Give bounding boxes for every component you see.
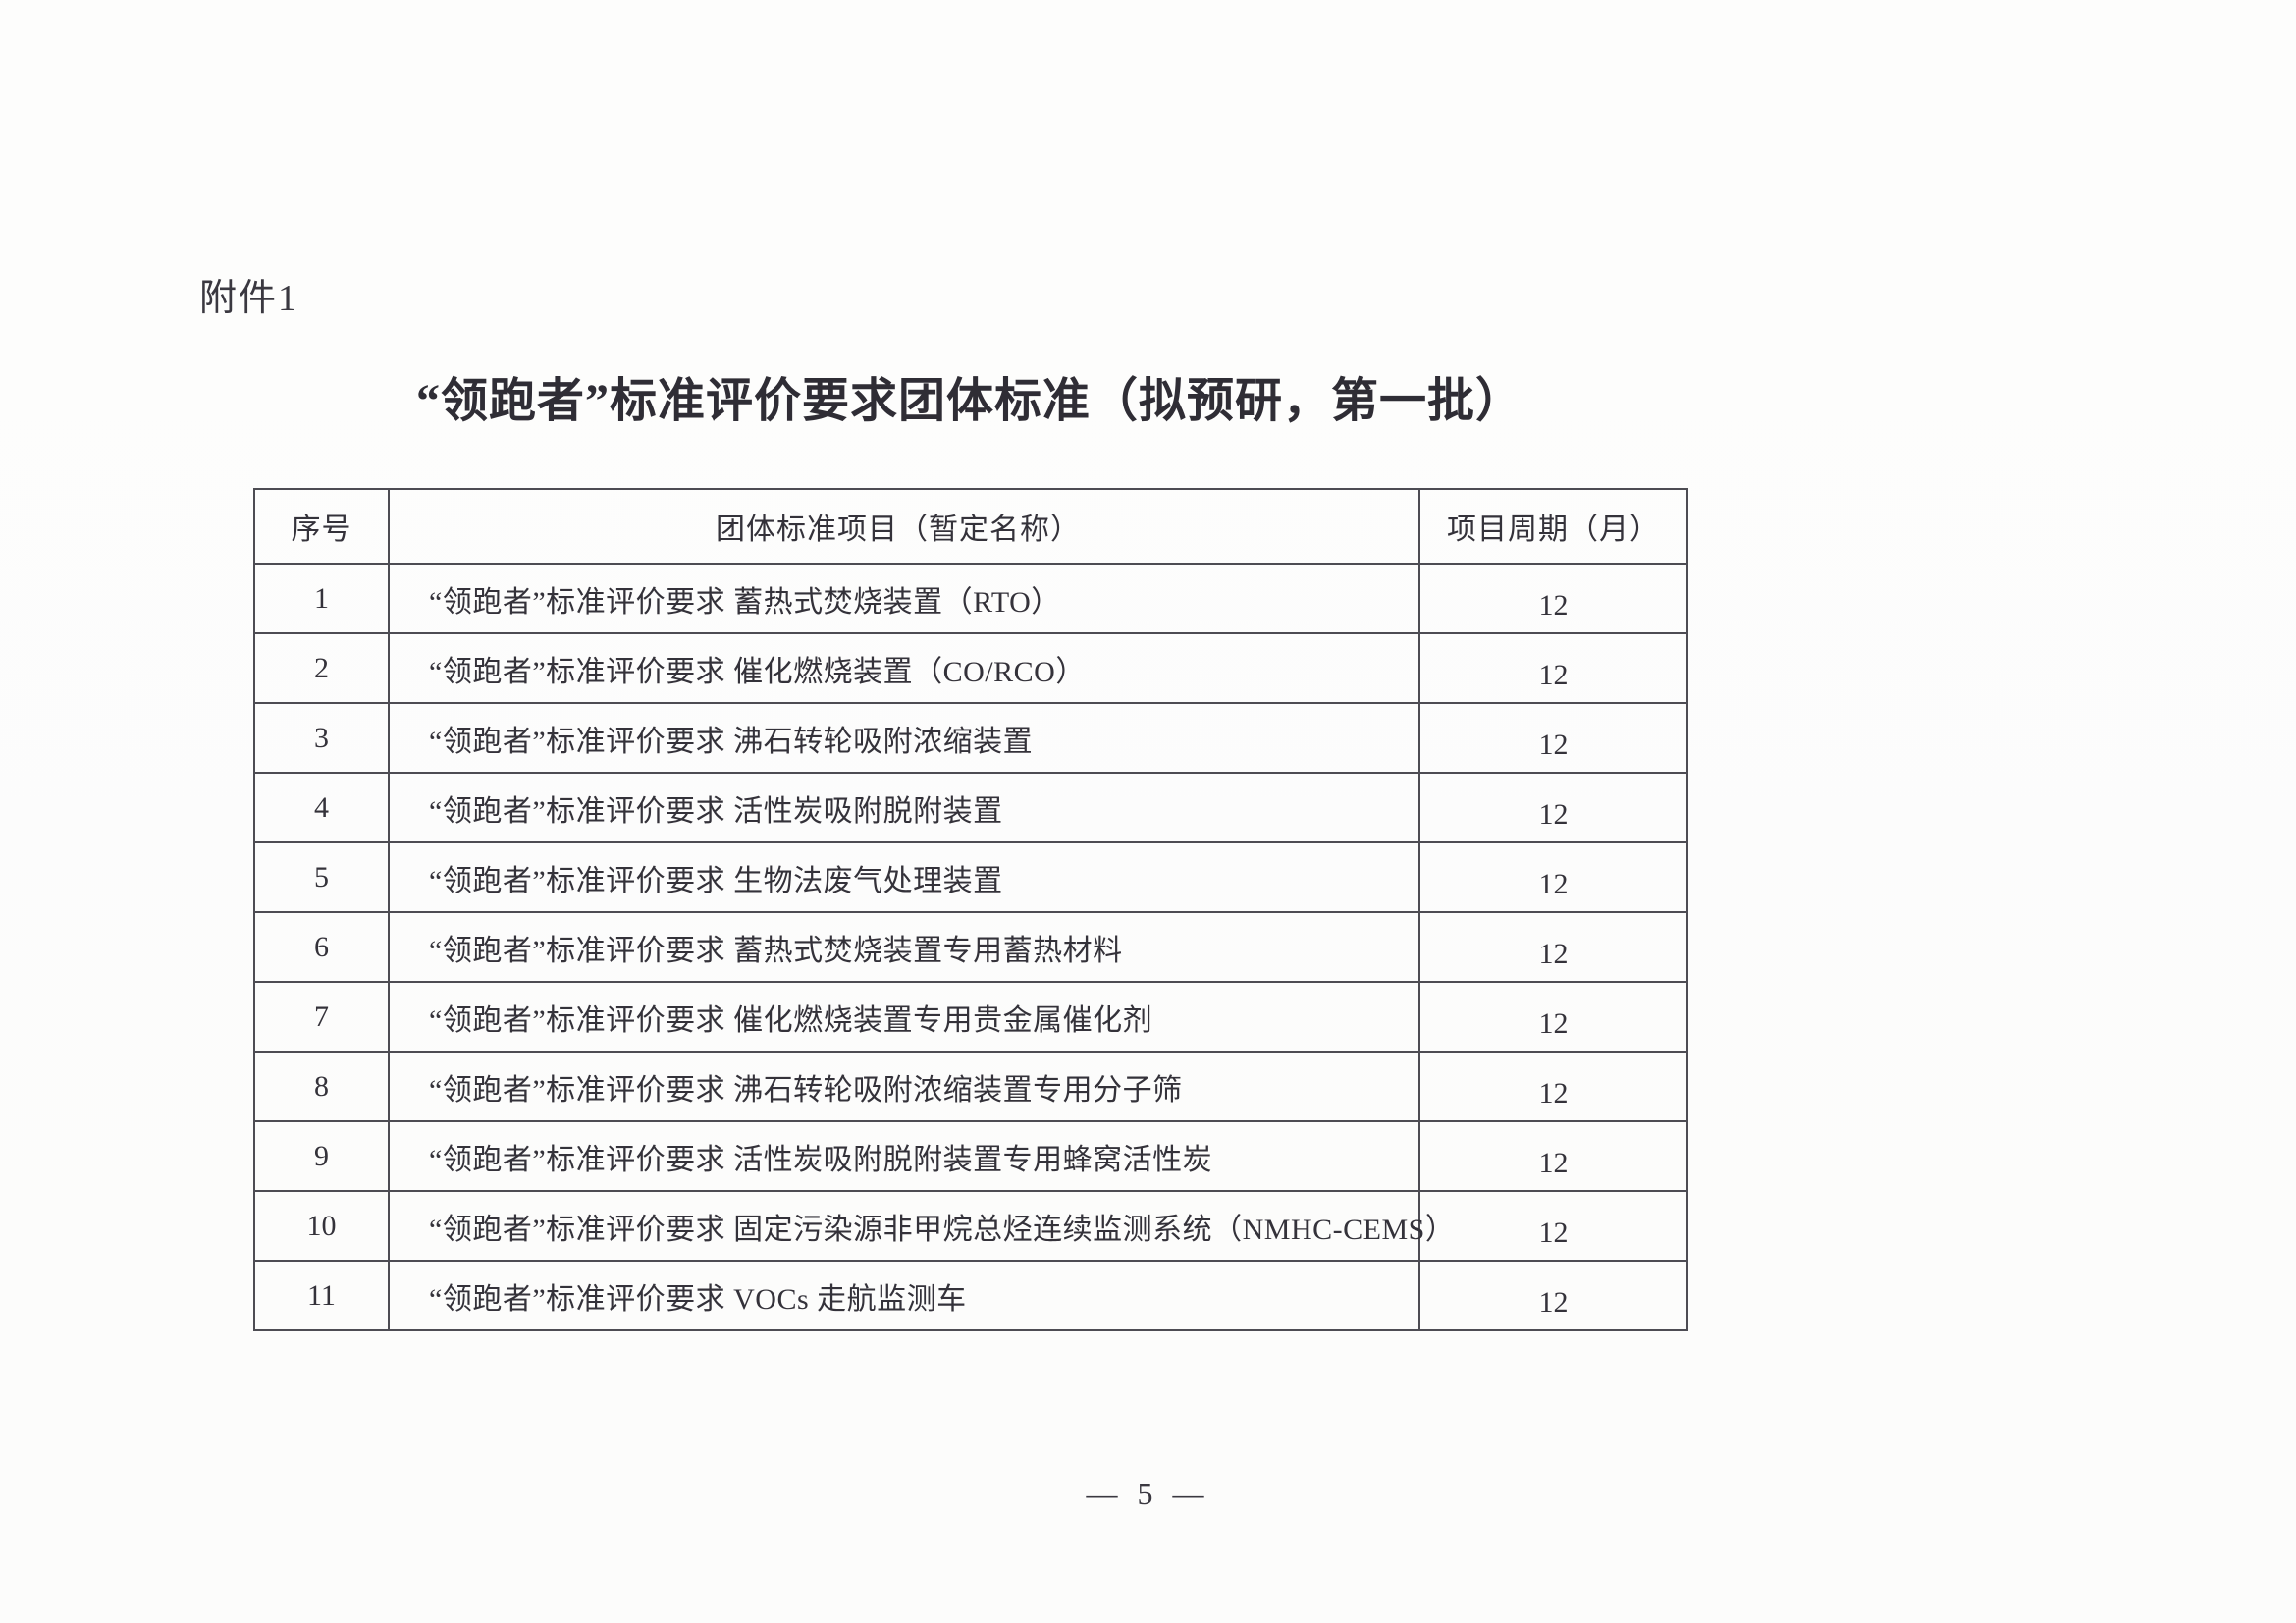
table-row: 4 “领跑者”标准评价要求 活性炭吸附脱附装置 12	[253, 772, 1688, 843]
table-row: 6 “领跑者”标准评价要求 蓄热式焚烧装置专用蓄热材料 12	[253, 911, 1688, 983]
row-name-cell: “领跑者”标准评价要求 蓄热式焚烧装置（RTO）	[388, 563, 1420, 634]
table-row: 2 “领跑者”标准评价要求 催化燃烧装置（CO/RCO） 12	[253, 632, 1688, 704]
table-row: 7 “领跑者”标准评价要求 催化燃烧装置专用贵金属催化剂 12	[253, 981, 1688, 1053]
row-index-cell: 4	[253, 772, 390, 843]
row-period-cell: 12	[1418, 911, 1688, 983]
table-row: 1 “领跑者”标准评价要求 蓄热式焚烧装置（RTO） 12	[253, 563, 1688, 634]
row-index-cell: 6	[253, 911, 390, 983]
row-period-cell: 12	[1418, 702, 1688, 774]
row-index-cell: 10	[253, 1190, 390, 1262]
header-cell-name: 团体标准项目（暂定名称）	[388, 488, 1420, 565]
row-name-cell: “领跑者”标准评价要求 活性炭吸附脱附装置	[388, 772, 1420, 843]
row-index-cell: 11	[253, 1260, 390, 1331]
row-name-cell: “领跑者”标准评价要求 催化燃烧装置专用贵金属催化剂	[388, 981, 1420, 1053]
header-cell-index: 序号	[253, 488, 390, 565]
row-period-cell: 12	[1418, 1120, 1688, 1192]
row-index-cell: 8	[253, 1051, 390, 1122]
row-name-cell: “领跑者”标准评价要求 沸石转轮吸附浓缩装置	[388, 702, 1420, 774]
row-name-cell: “领跑者”标准评价要求 沸石转轮吸附浓缩装置专用分子筛	[388, 1051, 1420, 1122]
table-row: 3 “领跑者”标准评价要求 沸石转轮吸附浓缩装置 12	[253, 702, 1688, 774]
table-row: 10 “领跑者”标准评价要求 固定污染源非甲烷总烃连续监测系统（NMHC-CEM…	[253, 1190, 1688, 1262]
row-period-cell: 12	[1418, 841, 1688, 913]
row-index-cell: 3	[253, 702, 390, 774]
row-name-cell: “领跑者”标准评价要求 蓄热式焚烧装置专用蓄热材料	[388, 911, 1420, 983]
row-period-cell: 12	[1418, 632, 1688, 704]
standards-table: 序号 团体标准项目（暂定名称） 项目周期（月） 1 “领跑者”标准评价要求 蓄热…	[253, 488, 1688, 1331]
table-row: 5 “领跑者”标准评价要求 生物法废气处理装置 12	[253, 841, 1688, 913]
table-row: 11 “领跑者”标准评价要求 VOCs 走航监测车 12	[253, 1260, 1688, 1331]
row-index-cell: 5	[253, 841, 390, 913]
page-number: — 5 —	[1086, 1476, 1210, 1511]
table-row: 9 “领跑者”标准评价要求 活性炭吸附脱附装置专用蜂窝活性炭 12	[253, 1120, 1688, 1192]
row-index-cell: 9	[253, 1120, 390, 1192]
row-name-cell: “领跑者”标准评价要求 VOCs 走航监测车	[388, 1260, 1420, 1331]
row-index-cell: 2	[253, 632, 390, 704]
row-index-cell: 1	[253, 563, 390, 634]
row-name-cell: “领跑者”标准评价要求 催化燃烧装置（CO/RCO）	[388, 632, 1420, 704]
row-period-cell: 12	[1418, 1190, 1688, 1262]
row-period-cell: 12	[1418, 563, 1688, 634]
attachment-label: 附件1	[199, 278, 299, 319]
table-header-row: 序号 团体标准项目（暂定名称） 项目周期（月）	[253, 488, 1688, 565]
row-period-cell: 12	[1418, 981, 1688, 1053]
row-index-cell: 7	[253, 981, 390, 1053]
document-title: “领跑者”标准评价要求团体标准（拟预研，第一批）	[415, 375, 1523, 427]
row-period-cell: 12	[1418, 1051, 1688, 1122]
row-name-cell: “领跑者”标准评价要求 活性炭吸附脱附装置专用蜂窝活性炭	[388, 1120, 1420, 1192]
row-name-cell: “领跑者”标准评价要求 固定污染源非甲烷总烃连续监测系统（NMHC-CEMS）	[388, 1190, 1455, 1262]
row-period-cell: 12	[1418, 772, 1688, 843]
row-period-cell: 12	[1418, 1260, 1688, 1331]
header-cell-period: 项目周期（月）	[1418, 488, 1688, 565]
row-name-cell: “领跑者”标准评价要求 生物法废气处理装置	[388, 841, 1420, 913]
table-row: 8 “领跑者”标准评价要求 沸石转轮吸附浓缩装置专用分子筛 12	[253, 1051, 1688, 1122]
